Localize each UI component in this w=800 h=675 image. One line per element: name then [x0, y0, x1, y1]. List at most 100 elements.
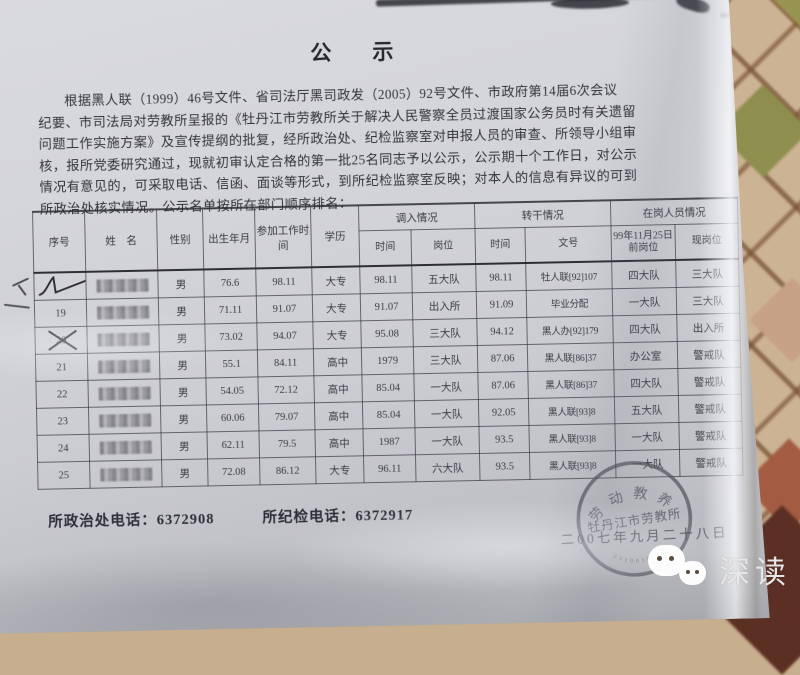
table-cell: 23	[36, 407, 89, 435]
table-cell: 1979	[361, 347, 414, 375]
table-cell: 94.12	[477, 317, 528, 345]
table-cell: 大专	[312, 266, 361, 294]
table-cell: 98.11	[360, 265, 413, 294]
politics-phone-label: 所政治处电话：	[48, 512, 157, 531]
table-cell: 91.07	[256, 295, 313, 323]
discipline-phone-number: 6372917	[355, 507, 414, 525]
table-header-cell: 转干情况	[474, 200, 610, 228]
table-cell: 大专	[313, 321, 362, 349]
table-cell: 22	[36, 380, 89, 408]
table-cell: 85.04	[362, 401, 415, 429]
table-cell: 84.11	[257, 349, 314, 377]
table-cell: 男	[159, 324, 206, 352]
table-cell: 高中	[315, 429, 364, 457]
table-cell: 一大队	[612, 287, 677, 315]
table-cell: 95.08	[361, 320, 414, 348]
table-cell: 四大队	[612, 260, 677, 289]
censored-name	[99, 440, 151, 454]
table-cell	[87, 325, 160, 353]
table-cell: 72.08	[208, 458, 261, 486]
wechat-icon	[648, 544, 710, 594]
table-cell: 出入所	[412, 292, 477, 320]
table-cell: 大专	[312, 294, 361, 322]
table-header-cell: 调入情况	[358, 203, 474, 231]
table-cell: 四大队	[613, 314, 678, 342]
table-header-cell: 序号	[33, 211, 86, 273]
watermark-brand-text: 深读	[719, 554, 791, 590]
pen-scribble-mark	[36, 273, 86, 300]
politics-phone-number: 6372908	[156, 511, 215, 529]
censored-name	[98, 359, 150, 373]
photocopy-smudge	[376, 0, 706, 7]
table-cell: 87.06	[477, 344, 528, 372]
table-cell: 男	[161, 432, 208, 460]
table-cell: 五大队	[412, 264, 477, 293]
table-cell: 62.11	[207, 431, 260, 459]
censored-name	[98, 386, 150, 400]
table-cell: 男	[158, 297, 205, 325]
table-header-cell: 学历	[310, 205, 359, 267]
table-cell: 94.07	[257, 322, 314, 350]
table-cell: 55.1	[205, 350, 258, 378]
table-cell: 54.05	[206, 377, 259, 405]
table-header-cell: 时间	[359, 230, 412, 267]
table-cell: 高中	[314, 375, 363, 403]
table-cell: 四大队	[614, 368, 679, 396]
table-header-cell: 性别	[157, 208, 204, 270]
table-cell: 87.06	[478, 371, 529, 399]
table-cell: 20	[35, 326, 88, 354]
table-header-cell: 99年11月25日前岗位	[611, 225, 676, 262]
table-cell: 毕业分配	[526, 289, 613, 318]
table-cell	[34, 272, 87, 301]
table-cell: 79.5	[259, 430, 316, 458]
pen-mark	[4, 304, 30, 309]
table-cell: 三大队	[413, 319, 478, 347]
table-cell: 黑人联[86]37	[527, 343, 614, 372]
table-cell: 86.12	[260, 457, 317, 485]
table-cell	[89, 433, 162, 461]
table-cell: 1987	[363, 428, 416, 456]
table-header-cell: 文号	[525, 226, 612, 263]
table-cell: 高中	[313, 348, 362, 376]
table-cell	[88, 406, 161, 434]
table-cell: 五大队	[614, 395, 679, 423]
table-cell: 19	[34, 299, 87, 327]
table-cell: 93.5	[479, 452, 530, 480]
censored-name	[97, 332, 149, 346]
table-cell: 76.6	[204, 268, 257, 297]
table-cell: 黑人联[93]8	[528, 397, 615, 426]
table-cell: 一大队	[415, 426, 480, 454]
table-cell: 73.02	[205, 323, 258, 351]
table-cell: 六大队	[415, 453, 480, 481]
table-cell: 牡人联[92]107	[526, 261, 613, 290]
table-cell: 办公室	[613, 341, 678, 369]
table-cell: 男	[162, 459, 209, 487]
announcement-paper: 公 示 根据黑人联（1999）46号文件、省司法厅黑司政发（2005）92号文件…	[0, 0, 778, 634]
table-cell	[86, 298, 159, 326]
table-cell: 92.05	[478, 398, 529, 426]
table-cell: 男	[160, 405, 207, 433]
table-cell: 24	[37, 434, 90, 462]
table-header-cell: 岗位	[411, 229, 476, 266]
table-cell: 黑人办[92]179	[527, 316, 614, 345]
table-cell: 60.06	[206, 404, 259, 432]
table-cell	[88, 379, 161, 407]
table-cell: 91.09	[476, 291, 527, 319]
table-cell	[90, 460, 163, 488]
table-cell: 一大队	[414, 372, 479, 400]
table-cell: 85.04	[362, 374, 415, 402]
table-cell: 大专	[316, 456, 365, 484]
discipline-phone-label: 所纪检电话：	[262, 508, 356, 527]
table-cell: 男	[160, 378, 207, 406]
table-cell: 高中	[314, 402, 363, 430]
table-cell: 72.12	[258, 376, 315, 404]
table-cell: 男	[159, 351, 206, 379]
document-title: 公 示	[310, 39, 404, 66]
table-cell: 96.11	[364, 455, 417, 483]
table-cell: 黑人联[86]37	[528, 370, 615, 399]
table-cell: 79.07	[258, 403, 315, 431]
table-cell: 98.11	[256, 267, 313, 296]
table-cell: 25	[38, 461, 91, 489]
table-cell: 91.07	[360, 293, 413, 321]
censored-name	[96, 278, 148, 292]
